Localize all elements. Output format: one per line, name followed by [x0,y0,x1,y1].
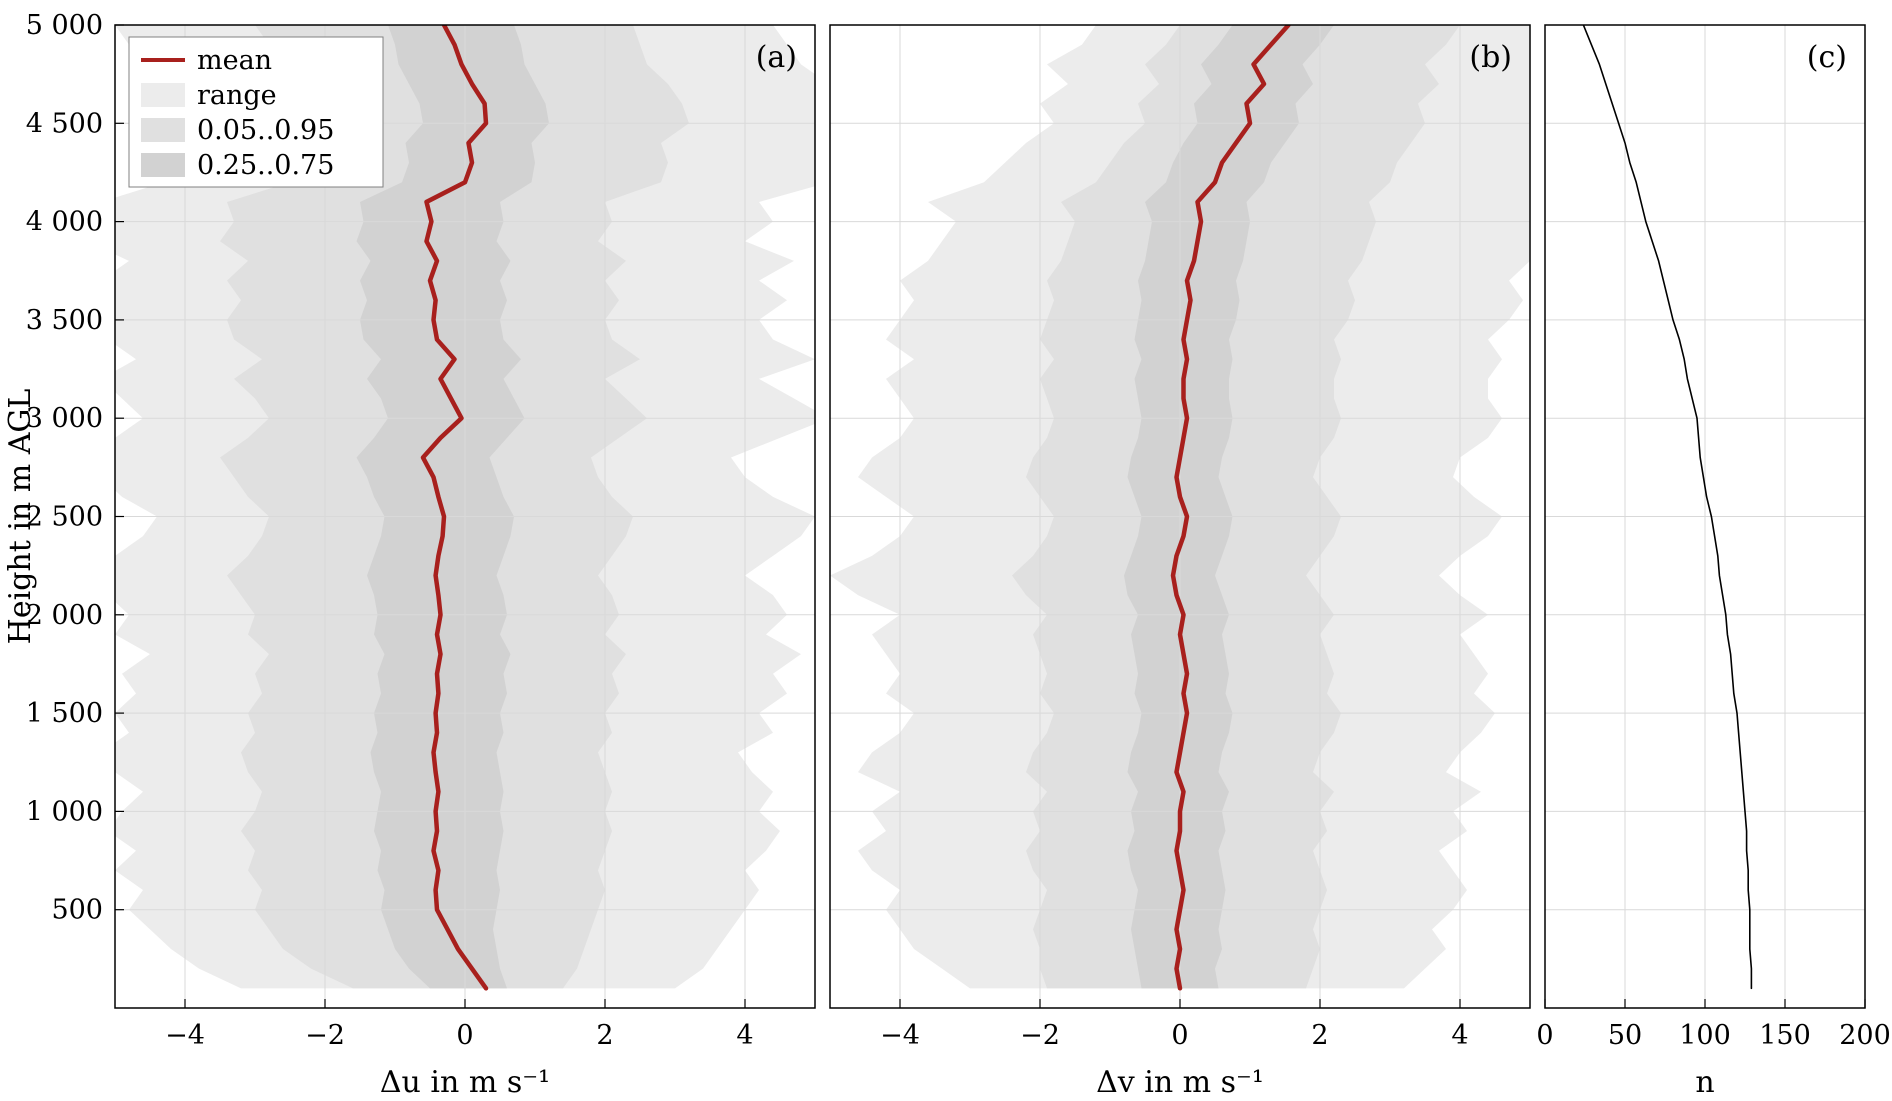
mean-line-b [1170,25,1291,991]
x-tick-label-c: 0 [1536,1020,1553,1051]
legend: mean range 0.05..0.95 0.25..0.75 [128,36,384,188]
y-tick-label: 1 000 [26,796,103,827]
band-p25_p75-b [1124,25,1334,989]
x-tick-label-b: 4 [1451,1020,1468,1051]
x-axis-label-b: Δv in m s⁻¹ [1096,1065,1264,1100]
y-tick-label: 2 000 [26,600,103,631]
y-tick-label: 2 500 [26,502,103,533]
grid-panel-a [115,25,815,1008]
legend-swatch-patch [141,83,185,107]
x-tick-label-c: 150 [1759,1020,1811,1051]
x-tick-label-a: 0 [456,1020,473,1051]
y-tick-label: 1 500 [26,698,103,729]
x-tick-label-a: 4 [736,1020,753,1051]
panel-letter-c: (c) [1807,40,1847,75]
legend-label: 0.05..0.95 [197,115,334,146]
y-tick-label: 500 [51,895,103,926]
panel-letter-b: (b) [1469,40,1512,75]
x-tick-label-c: 50 [1608,1020,1642,1051]
x-tick-label-a: −4 [165,1020,205,1051]
tick-marks-c [1544,999,1866,1008]
grid-panel-c [1545,25,1865,1008]
legend-label: 0.25..0.75 [197,150,334,181]
x-tick-label-c: 100 [1679,1020,1731,1051]
x-tick-label-b: −4 [880,1020,920,1051]
x-tick-label-c: 200 [1839,1020,1891,1051]
band-p25_p75-a [356,25,549,989]
tick-marks-a [115,24,746,1008]
tick-marks-b [899,999,1461,1008]
x-axis-label-a: Δu in m s⁻¹ [380,1065,550,1100]
y-axis-label: Height in m AGL [3,389,38,645]
legend-label: range [197,80,277,111]
panel-letter-a: (a) [756,40,797,75]
x-tick-label-a: −2 [305,1020,345,1051]
legend-label: mean [197,45,272,76]
y-tick-label: 3 500 [26,305,103,336]
y-tick-label: 3 000 [26,403,103,434]
x-tick-label-a: 2 [596,1020,613,1051]
x-tick-label-b: 2 [1311,1020,1328,1051]
x-tick-label-b: 0 [1171,1020,1188,1051]
mean-line-a [420,25,489,991]
y-tick-label: 5 000 [26,10,103,41]
y-tick-label: 4 000 [26,207,103,238]
x-axis-label-c: n [1695,1065,1714,1100]
x-tick-label-b: −2 [1020,1020,1060,1051]
count-line-c [1582,25,1753,990]
band-p05_p95-b [1012,25,1460,989]
legend-swatch-patch [141,153,185,177]
y-tick-label: 4 500 [26,108,103,139]
legend-swatch-patch [141,118,185,142]
